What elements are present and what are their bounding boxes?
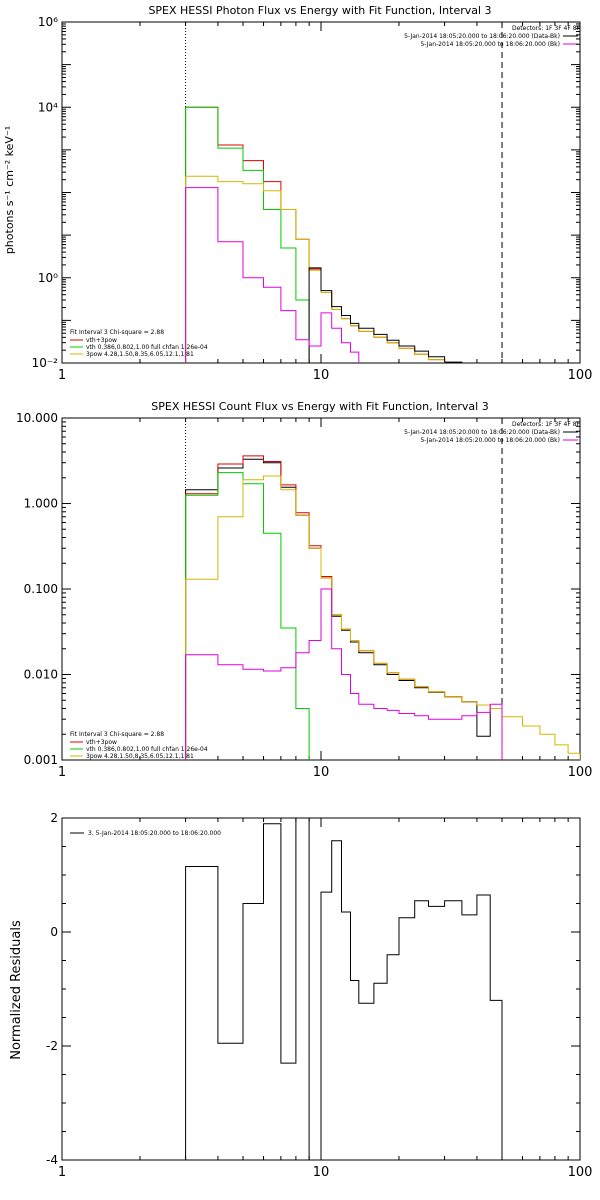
header-text-bk: 5-Jan-2014 18:05:20.000 to 18:06:20.000 … <box>420 41 560 48</box>
chart-title: SPEX HESSI Count Flux vs Energy with Fit… <box>151 400 488 413</box>
y-tick-label: 2 <box>50 811 58 825</box>
x-tick-label: 10 <box>313 765 330 780</box>
header-text-detectors: Detectors: 1F 3F 4F 8F <box>512 421 581 428</box>
legend-vth: vth 0.386,0.802,1.00 full chfan 1.26e-04 <box>86 746 208 753</box>
header-block: Detectors: 1F 3F 4F 8F 5-Jan-2014 18:05:… <box>404 25 580 48</box>
x-tick-label: 100 <box>568 765 593 780</box>
y-tick-label: 10⁴ <box>38 100 58 114</box>
series-line-bk-4 <box>185 588 503 760</box>
legend-3pow: 3pow 4.28,1.50,8.35,6.05,12.1,1.81 <box>86 351 194 358</box>
y-axis-label: Normalized Residuals <box>9 920 24 1060</box>
y-tick-label: 10⁻² <box>32 356 59 370</box>
series-line-bk-4 <box>185 187 360 363</box>
x-tick-label: 1 <box>58 1165 66 1180</box>
series-line-vth-3pow-1 <box>185 455 503 760</box>
legend-vth3pow: vth+3pow <box>86 739 117 746</box>
header-text-data: 5-Jan-2014 18:05:20.000 to 18:06:20.000 … <box>404 33 560 40</box>
y-tick-label: 1.000 <box>24 497 58 511</box>
series-line-3pow-3 <box>185 475 580 760</box>
y-tick-label: -4 <box>46 1153 58 1167</box>
header-block: Detectors: 1F 3F 4F 8F 5-Jan-2014 18:05:… <box>404 421 580 444</box>
y-axis-label: photons s⁻¹ cm⁻² keV⁻¹ <box>3 126 16 254</box>
legend-vth: vth 0.386,0.802,1.00 full chfan 1.26e-04 <box>86 344 208 351</box>
y-tick-label: 0.001 <box>24 753 58 767</box>
x-tick-label: 10 <box>313 1165 330 1180</box>
header-text-detectors: Detectors: 1F 3F 4F 8F <box>512 25 581 32</box>
chart-title: SPEX HESSI Photon Flux vs Energy with Fi… <box>148 4 491 17</box>
count-flux-panel: SPEX HESSI Count Flux vs Energy with Fit… <box>16 400 592 780</box>
x-tick-label: 1 <box>58 368 66 383</box>
x-tick-label: 1 <box>58 765 66 780</box>
series-line-3-5-jan-2014-18-05-20-000-to-18-06-20-000-0 <box>185 818 503 1160</box>
legend: Fit Interval 3 Chi-square = 2.88 vth+3po… <box>70 329 208 358</box>
x-tick-label: 100 <box>568 368 593 383</box>
legend: 3. 5-Jan-2014 18:05:20.000 to 18:06:20.0… <box>70 830 221 837</box>
y-tick-label: 0 <box>50 925 58 939</box>
legend-fit-info: Fit Interval 3 Chi-square = 2.88 <box>70 731 164 738</box>
series-line-vth-1 <box>185 106 310 363</box>
x-tick-label: 100 <box>568 1165 593 1180</box>
x-tick-label: 10 <box>313 368 330 383</box>
legend: Fit Interval 3 Chi-square = 2.88 vth+3po… <box>70 731 208 760</box>
y-tick-label: 10⁶ <box>38 15 58 29</box>
photon-flux-panel: SPEX HESSI Photon Flux vs Energy with Fi… <box>3 4 592 383</box>
legend-fit-info: Fit Interval 3 Chi-square = 2.88 <box>70 329 164 336</box>
legend-residuals: 3. 5-Jan-2014 18:05:20.000 to 18:06:20.0… <box>88 830 221 837</box>
series-line-data-3 <box>308 267 463 363</box>
legend-vth3pow: vth+3pow <box>86 337 117 344</box>
y-tick-label: 0.010 <box>24 668 58 682</box>
header-text-data: 5-Jan-2014 18:05:20.000 to 18:06:20.000 … <box>404 429 560 436</box>
series-line-3pow-2 <box>185 175 446 363</box>
residuals-panel: Normalized Residuals 3. 5-Jan-2014 18:05… <box>9 811 592 1180</box>
series-line-vth-2 <box>185 472 310 760</box>
y-tick-label: -2 <box>46 1039 58 1053</box>
y-tick-label: 0.100 <box>24 582 58 596</box>
y-tick-label: 10⁰ <box>38 271 58 285</box>
y-tick-label: 10.000 <box>16 411 58 425</box>
header-text-bk: 5-Jan-2014 18:05:20.000 to 18:06:20.000 … <box>420 437 560 444</box>
